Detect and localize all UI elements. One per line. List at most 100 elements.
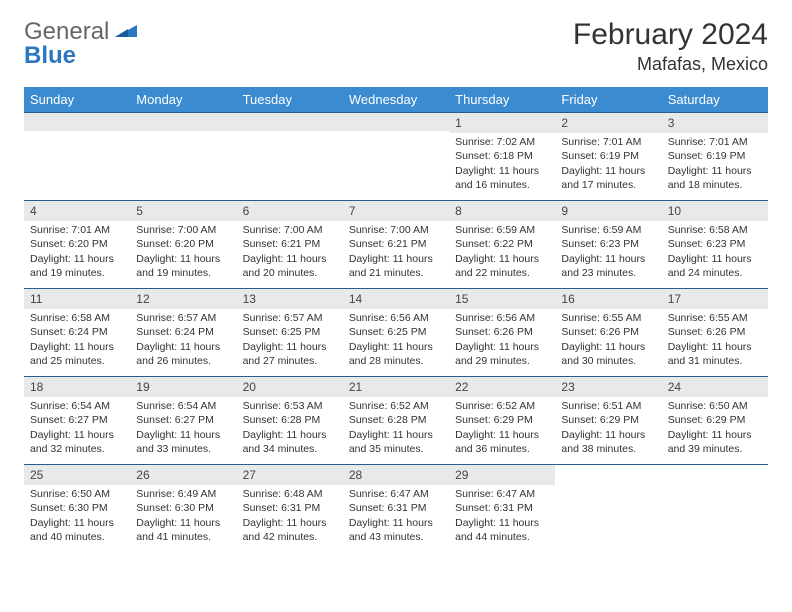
day-number: 18	[24, 377, 130, 397]
day-details: Sunrise: 6:55 AMSunset: 6:26 PMDaylight:…	[555, 309, 661, 372]
day-header: Sunday	[24, 87, 130, 113]
day-number: 17	[662, 289, 768, 309]
day-details: Sunrise: 7:01 AMSunset: 6:19 PMDaylight:…	[555, 133, 661, 196]
calendar-cell: 29Sunrise: 6:47 AMSunset: 6:31 PMDayligh…	[449, 465, 555, 553]
day-number	[24, 113, 130, 131]
day-number: 29	[449, 465, 555, 485]
day-number	[237, 113, 343, 131]
day-details: Sunrise: 6:50 AMSunset: 6:30 PMDaylight:…	[24, 485, 130, 548]
day-number: 14	[343, 289, 449, 309]
day-number: 12	[130, 289, 236, 309]
day-details: Sunrise: 6:55 AMSunset: 6:26 PMDaylight:…	[662, 309, 768, 372]
calendar-cell: 24Sunrise: 6:50 AMSunset: 6:29 PMDayligh…	[662, 377, 768, 465]
day-number: 6	[237, 201, 343, 221]
day-header: Saturday	[662, 87, 768, 113]
day-number: 8	[449, 201, 555, 221]
calendar-cell: 28Sunrise: 6:47 AMSunset: 6:31 PMDayligh…	[343, 465, 449, 553]
day-number: 7	[343, 201, 449, 221]
day-header-row: SundayMondayTuesdayWednesdayThursdayFrid…	[24, 87, 768, 113]
day-details: Sunrise: 6:54 AMSunset: 6:27 PMDaylight:…	[130, 397, 236, 460]
calendar-cell: 18Sunrise: 6:54 AMSunset: 6:27 PMDayligh…	[24, 377, 130, 465]
day-number: 16	[555, 289, 661, 309]
calendar-week: 18Sunrise: 6:54 AMSunset: 6:27 PMDayligh…	[24, 377, 768, 465]
day-details: Sunrise: 6:59 AMSunset: 6:22 PMDaylight:…	[449, 221, 555, 284]
calendar-cell	[24, 113, 130, 201]
calendar-cell: 21Sunrise: 6:52 AMSunset: 6:28 PMDayligh…	[343, 377, 449, 465]
logo-text-1: General	[24, 18, 109, 45]
day-details: Sunrise: 6:58 AMSunset: 6:23 PMDaylight:…	[662, 221, 768, 284]
calendar-cell: 9Sunrise: 6:59 AMSunset: 6:23 PMDaylight…	[555, 201, 661, 289]
day-number: 15	[449, 289, 555, 309]
calendar-cell: 6Sunrise: 7:00 AMSunset: 6:21 PMDaylight…	[237, 201, 343, 289]
day-number: 11	[24, 289, 130, 309]
day-details: Sunrise: 6:50 AMSunset: 6:29 PMDaylight:…	[662, 397, 768, 460]
logo-text-2: Blue	[24, 42, 139, 70]
calendar-cell: 8Sunrise: 6:59 AMSunset: 6:22 PMDaylight…	[449, 201, 555, 289]
day-details: Sunrise: 7:00 AMSunset: 6:20 PMDaylight:…	[130, 221, 236, 284]
logo: GeneralBlue	[24, 18, 139, 70]
calendar-cell: 13Sunrise: 6:57 AMSunset: 6:25 PMDayligh…	[237, 289, 343, 377]
calendar-week: 11Sunrise: 6:58 AMSunset: 6:24 PMDayligh…	[24, 289, 768, 377]
day-number: 23	[555, 377, 661, 397]
day-header: Tuesday	[237, 87, 343, 113]
day-details: Sunrise: 6:56 AMSunset: 6:26 PMDaylight:…	[449, 309, 555, 372]
day-number: 22	[449, 377, 555, 397]
day-details: Sunrise: 6:57 AMSunset: 6:24 PMDaylight:…	[130, 309, 236, 372]
calendar-cell	[662, 465, 768, 553]
header: GeneralBlue February 2024 Mafafas, Mexic…	[24, 18, 768, 75]
calendar-table: SundayMondayTuesdayWednesdayThursdayFrid…	[24, 87, 768, 553]
day-details: Sunrise: 6:49 AMSunset: 6:30 PMDaylight:…	[130, 485, 236, 548]
calendar-cell: 14Sunrise: 6:56 AMSunset: 6:25 PMDayligh…	[343, 289, 449, 377]
day-number: 21	[343, 377, 449, 397]
day-header: Friday	[555, 87, 661, 113]
calendar-cell: 17Sunrise: 6:55 AMSunset: 6:26 PMDayligh…	[662, 289, 768, 377]
calendar-cell: 22Sunrise: 6:52 AMSunset: 6:29 PMDayligh…	[449, 377, 555, 465]
day-number: 25	[24, 465, 130, 485]
day-number: 24	[662, 377, 768, 397]
page-title: February 2024	[573, 18, 768, 52]
calendar-body: 1Sunrise: 7:02 AMSunset: 6:18 PMDaylight…	[24, 113, 768, 553]
day-number: 5	[130, 201, 236, 221]
day-details: Sunrise: 6:54 AMSunset: 6:27 PMDaylight:…	[24, 397, 130, 460]
day-number: 26	[130, 465, 236, 485]
day-number: 1	[449, 113, 555, 133]
day-number: 2	[555, 113, 661, 133]
day-details: Sunrise: 6:59 AMSunset: 6:23 PMDaylight:…	[555, 221, 661, 284]
day-details: Sunrise: 7:00 AMSunset: 6:21 PMDaylight:…	[343, 221, 449, 284]
calendar-cell: 26Sunrise: 6:49 AMSunset: 6:30 PMDayligh…	[130, 465, 236, 553]
day-details: Sunrise: 7:01 AMSunset: 6:19 PMDaylight:…	[662, 133, 768, 196]
calendar-cell	[130, 113, 236, 201]
day-number: 10	[662, 201, 768, 221]
day-details: Sunrise: 6:51 AMSunset: 6:29 PMDaylight:…	[555, 397, 661, 460]
day-header: Wednesday	[343, 87, 449, 113]
day-number	[343, 113, 449, 131]
calendar-week: 1Sunrise: 7:02 AMSunset: 6:18 PMDaylight…	[24, 113, 768, 201]
calendar-cell: 15Sunrise: 6:56 AMSunset: 6:26 PMDayligh…	[449, 289, 555, 377]
day-details: Sunrise: 6:47 AMSunset: 6:31 PMDaylight:…	[343, 485, 449, 548]
day-details: Sunrise: 7:00 AMSunset: 6:21 PMDaylight:…	[237, 221, 343, 284]
calendar-cell: 3Sunrise: 7:01 AMSunset: 6:19 PMDaylight…	[662, 113, 768, 201]
day-details: Sunrise: 6:52 AMSunset: 6:28 PMDaylight:…	[343, 397, 449, 460]
day-header: Thursday	[449, 87, 555, 113]
day-number: 9	[555, 201, 661, 221]
day-number: 20	[237, 377, 343, 397]
day-header: Monday	[130, 87, 236, 113]
calendar-cell	[237, 113, 343, 201]
calendar-cell: 11Sunrise: 6:58 AMSunset: 6:24 PMDayligh…	[24, 289, 130, 377]
calendar-cell: 5Sunrise: 7:00 AMSunset: 6:20 PMDaylight…	[130, 201, 236, 289]
calendar-cell: 12Sunrise: 6:57 AMSunset: 6:24 PMDayligh…	[130, 289, 236, 377]
calendar-cell: 27Sunrise: 6:48 AMSunset: 6:31 PMDayligh…	[237, 465, 343, 553]
logo-triangle-icon	[113, 18, 139, 45]
day-number: 13	[237, 289, 343, 309]
day-number: 19	[130, 377, 236, 397]
day-number: 28	[343, 465, 449, 485]
calendar-cell: 7Sunrise: 7:00 AMSunset: 6:21 PMDaylight…	[343, 201, 449, 289]
calendar-cell: 4Sunrise: 7:01 AMSunset: 6:20 PMDaylight…	[24, 201, 130, 289]
day-details: Sunrise: 6:53 AMSunset: 6:28 PMDaylight:…	[237, 397, 343, 460]
calendar-cell	[555, 465, 661, 553]
calendar-week: 4Sunrise: 7:01 AMSunset: 6:20 PMDaylight…	[24, 201, 768, 289]
calendar-cell: 23Sunrise: 6:51 AMSunset: 6:29 PMDayligh…	[555, 377, 661, 465]
day-number	[130, 113, 236, 131]
day-details: Sunrise: 6:56 AMSunset: 6:25 PMDaylight:…	[343, 309, 449, 372]
day-details: Sunrise: 6:57 AMSunset: 6:25 PMDaylight:…	[237, 309, 343, 372]
